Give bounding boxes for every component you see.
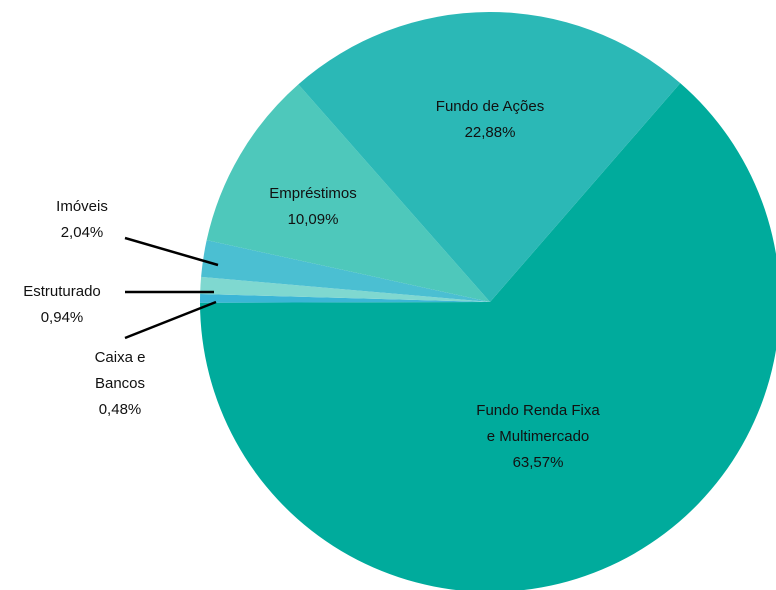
category-label: Empréstimos xyxy=(269,185,357,202)
value-label: 2,04% xyxy=(60,224,104,241)
slice-label: Estruturado 0,94% xyxy=(2,279,122,331)
value-label: 10,09% xyxy=(287,211,339,228)
slice-label: Empréstimos 10,09% xyxy=(253,181,373,233)
category-label: Caixa e Bancos xyxy=(94,349,146,392)
category-label: Imóveis xyxy=(56,198,108,215)
category-label: Fundo Renda Fixa e Multimercado xyxy=(476,402,600,445)
category-label: Estruturado xyxy=(23,283,101,300)
slice-label: Fundo Renda Fixa e Multimercado 63,57% xyxy=(473,398,603,476)
category-label: Fundo de Ações xyxy=(435,98,545,115)
pie-slice xyxy=(201,240,490,302)
pie-slice xyxy=(200,276,490,302)
value-label: 63,57% xyxy=(512,454,564,471)
pie-slice xyxy=(298,11,681,303)
value-label: 22,88% xyxy=(464,124,516,141)
pie-slice xyxy=(200,294,490,303)
pie-slice xyxy=(206,84,490,302)
leader-line xyxy=(124,300,217,340)
slice-label: Caixa e Bancos 0,48% xyxy=(85,345,155,423)
pie-slice xyxy=(200,83,776,590)
slice-label: Fundo de Ações 22,88% xyxy=(410,94,570,146)
value-label: 0,48% xyxy=(98,401,142,418)
value-label: 0,94% xyxy=(40,309,84,326)
slice-label: Imóveis 2,04% xyxy=(32,194,132,246)
leader-line xyxy=(124,236,219,267)
